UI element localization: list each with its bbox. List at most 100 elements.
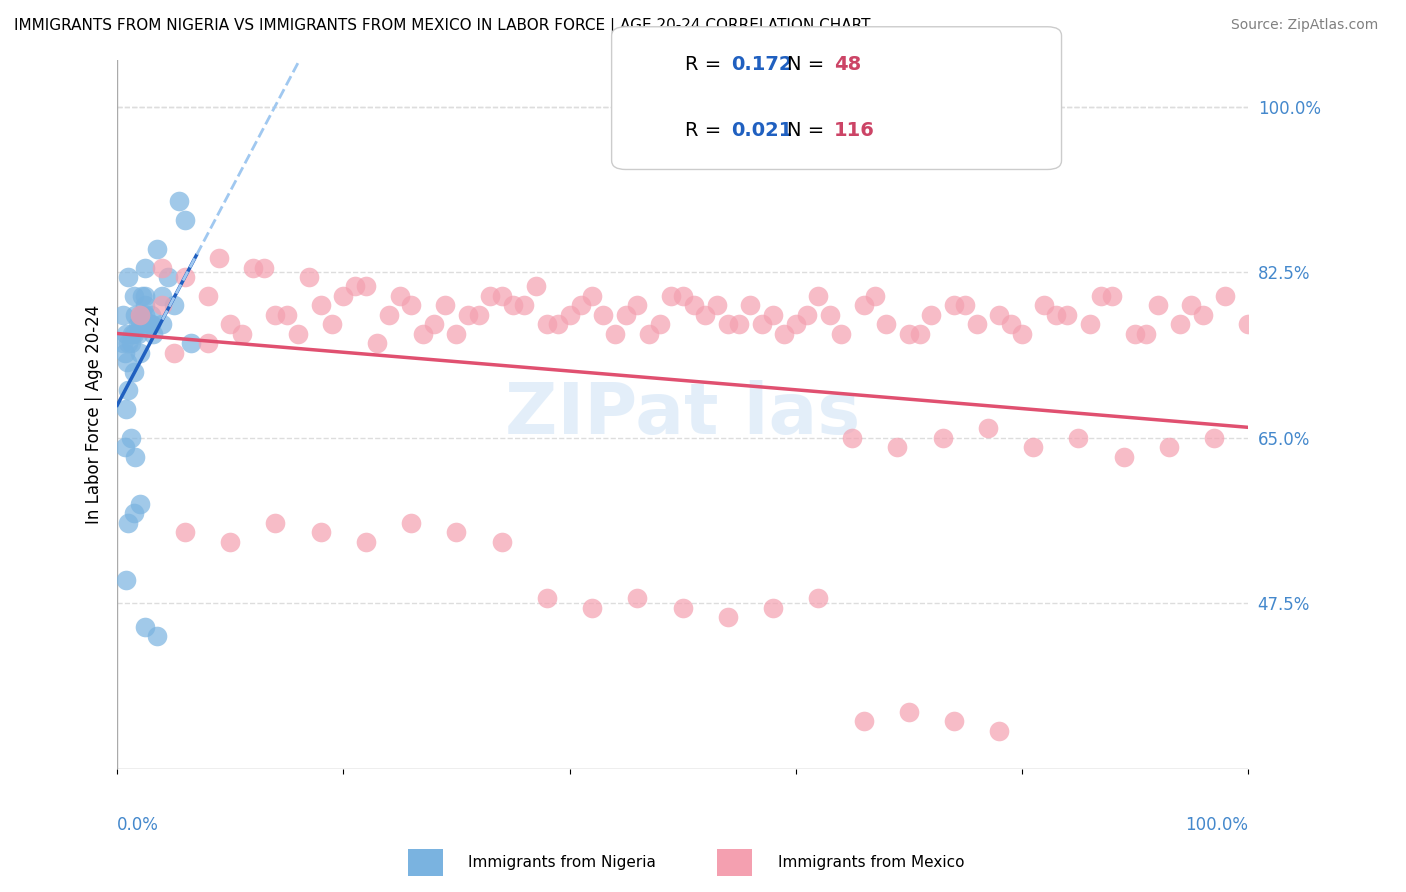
- Point: [626, 591, 648, 606]
- Text: 116: 116: [834, 120, 875, 139]
- Text: 48: 48: [834, 54, 860, 73]
- Point: [603, 326, 626, 341]
- Point: [592, 308, 614, 322]
- Point: [264, 308, 287, 322]
- Point: [943, 714, 966, 729]
- Point: [138, 318, 160, 332]
- Point: [253, 260, 276, 275]
- Point: [174, 525, 197, 540]
- Point: [502, 298, 524, 312]
- Point: [157, 270, 180, 285]
- Point: [276, 308, 298, 322]
- Point: [569, 298, 592, 312]
- Point: [446, 525, 468, 540]
- Point: [1011, 326, 1033, 341]
- Point: [169, 194, 191, 209]
- Point: [115, 326, 138, 341]
- Point: [513, 298, 536, 312]
- Point: [1033, 298, 1056, 312]
- Point: [124, 308, 146, 322]
- Point: [117, 355, 139, 369]
- Point: [762, 601, 785, 615]
- Text: ZIPat las: ZIPat las: [505, 380, 860, 449]
- Point: [163, 345, 186, 359]
- Point: [908, 326, 931, 341]
- Point: [558, 308, 581, 322]
- Text: Source: ZipAtlas.com: Source: ZipAtlas.com: [1230, 18, 1378, 32]
- Point: [648, 318, 671, 332]
- Point: [875, 318, 897, 332]
- Point: [122, 507, 145, 521]
- Point: [354, 534, 377, 549]
- Text: R =: R =: [685, 54, 727, 73]
- Point: [807, 289, 830, 303]
- Point: [457, 308, 479, 322]
- Point: [479, 289, 502, 303]
- Point: [706, 298, 728, 312]
- Point: [152, 298, 174, 312]
- Point: [128, 308, 150, 322]
- Text: 0.021: 0.021: [731, 120, 793, 139]
- Point: [354, 279, 377, 293]
- Point: [1078, 318, 1101, 332]
- Point: [1123, 837, 1146, 851]
- Point: [124, 450, 146, 464]
- Point: [1146, 298, 1168, 312]
- Text: N =: N =: [787, 120, 831, 139]
- Point: [717, 318, 740, 332]
- Point: [309, 298, 332, 312]
- Text: N =: N =: [787, 54, 831, 73]
- Point: [1215, 289, 1237, 303]
- Point: [399, 516, 422, 530]
- Point: [988, 308, 1011, 322]
- Point: [152, 289, 174, 303]
- Text: R =: R =: [685, 120, 727, 139]
- Point: [411, 326, 433, 341]
- Point: [796, 308, 818, 322]
- Point: [1022, 440, 1045, 454]
- Point: [131, 289, 153, 303]
- Point: [152, 318, 174, 332]
- Point: [581, 601, 603, 615]
- Point: [122, 326, 145, 341]
- Point: [134, 308, 156, 322]
- Point: [343, 279, 366, 293]
- Text: Immigrants from Nigeria: Immigrants from Nigeria: [468, 855, 657, 870]
- Point: [134, 620, 156, 634]
- Point: [139, 318, 162, 332]
- Point: [139, 318, 162, 332]
- Point: [197, 289, 219, 303]
- Point: [366, 336, 388, 351]
- Point: [152, 260, 174, 275]
- Point: [943, 298, 966, 312]
- Point: [128, 345, 150, 359]
- Point: [163, 298, 186, 312]
- Point: [1101, 289, 1123, 303]
- Point: [807, 591, 830, 606]
- Point: [122, 289, 145, 303]
- Text: Immigrants from Mexico: Immigrants from Mexico: [779, 855, 965, 870]
- Point: [197, 336, 219, 351]
- Point: [180, 336, 202, 351]
- Point: [174, 213, 197, 227]
- Point: [547, 318, 569, 332]
- Point: [145, 629, 167, 643]
- Point: [1045, 308, 1067, 322]
- Point: [1123, 326, 1146, 341]
- Point: [977, 421, 1000, 435]
- Point: [264, 516, 287, 530]
- Point: [683, 298, 706, 312]
- Point: [122, 365, 145, 379]
- Point: [966, 318, 988, 332]
- Point: [695, 308, 717, 322]
- Point: [988, 723, 1011, 738]
- Point: [377, 308, 399, 322]
- Point: [115, 402, 138, 417]
- Point: [671, 289, 693, 303]
- Point: [128, 497, 150, 511]
- Point: [1056, 308, 1078, 322]
- Text: 0.172: 0.172: [731, 54, 793, 73]
- Point: [174, 270, 197, 285]
- Point: [955, 298, 977, 312]
- Text: 100.0%: 100.0%: [1185, 816, 1249, 834]
